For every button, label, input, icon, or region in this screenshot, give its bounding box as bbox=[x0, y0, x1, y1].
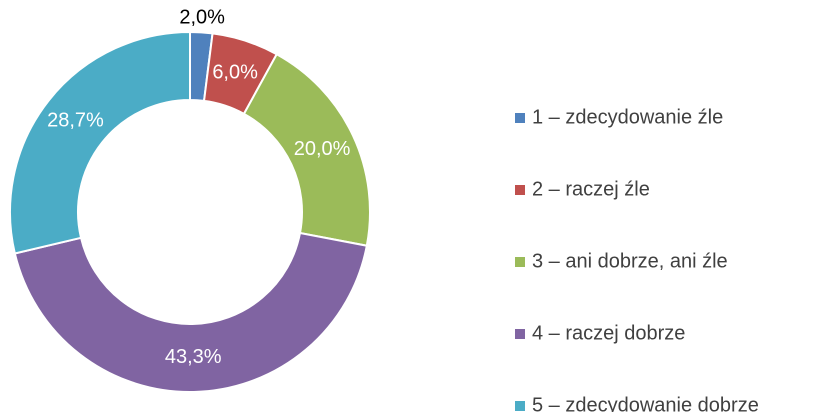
legend-swatch bbox=[515, 401, 525, 411]
data-label: 2,0% bbox=[179, 7, 225, 29]
legend-label: 4 – raczej dobrze bbox=[532, 322, 685, 344]
donut-slice bbox=[242, 52, 371, 247]
data-label: 20,0% bbox=[294, 138, 351, 160]
legend-swatch bbox=[515, 113, 525, 123]
data-label: 6,0% bbox=[212, 61, 258, 83]
legend-swatch bbox=[515, 329, 525, 339]
legend-label: 5 – zdecydowanie dobrze bbox=[532, 394, 759, 412]
legend-swatch bbox=[515, 185, 525, 195]
data-label: 28,7% bbox=[47, 110, 104, 132]
data-label: 43,3% bbox=[165, 346, 222, 368]
legend-label: 1 – zdecydowanie źle bbox=[532, 106, 723, 128]
legend-swatch bbox=[515, 257, 525, 267]
donut-slice bbox=[13, 231, 368, 393]
legend-label: 3 – ani dobrze, ani źle bbox=[532, 250, 728, 272]
donut-slice bbox=[9, 30, 191, 255]
legend-label: 2 – raczej źle bbox=[532, 178, 650, 200]
